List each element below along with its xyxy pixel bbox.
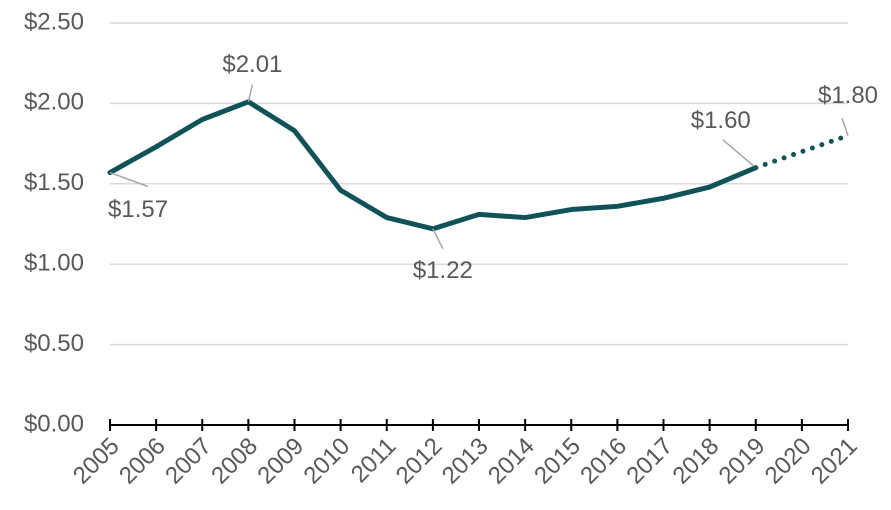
y-tick-label: $0.50	[24, 330, 84, 357]
x-tick-label: 2008	[206, 433, 263, 490]
x-tick-label: 2005	[68, 433, 125, 490]
x-tick-label: 2015	[529, 433, 586, 490]
data-label: $1.22	[413, 257, 473, 284]
x-tick-label: 2020	[760, 433, 817, 490]
y-tick-label: $2.00	[24, 89, 84, 116]
y-tick-label: $1.00	[24, 250, 84, 277]
data-label: $1.60	[691, 107, 751, 134]
data-label: $1.57	[108, 196, 168, 223]
x-tick-label: 2006	[114, 433, 171, 490]
data-label: $2.01	[222, 51, 282, 78]
leader-line	[722, 139, 757, 169]
y-tick-label: $0.00	[24, 410, 84, 437]
leader-line	[247, 84, 254, 102]
x-tick-label: 2011	[346, 433, 402, 489]
x-tick-label: 2019	[714, 433, 771, 490]
line-series	[107, 99, 759, 232]
line-series	[753, 133, 851, 171]
x-tick-label: 2018	[668, 433, 725, 490]
leader-line	[432, 228, 444, 250]
x-tick-label: 2021	[806, 433, 863, 490]
x-tick-label: 2009	[252, 433, 309, 490]
data-label: $1.80	[818, 82, 878, 109]
x-tick-label: 2013	[437, 433, 494, 490]
x-tick-label: 2014	[483, 433, 540, 490]
x-tick-label: 2012	[391, 433, 448, 490]
y-tick-label: $2.50	[24, 8, 84, 35]
x-tick-label: 2007	[160, 433, 217, 490]
y-tick-label: $1.50	[24, 169, 84, 196]
leader-line	[841, 118, 849, 136]
x-tick-label: 2017	[621, 433, 678, 490]
x-tick-label: 2016	[575, 433, 632, 490]
leader-line	[109, 171, 149, 188]
x-tick-label: 2010	[299, 433, 356, 490]
